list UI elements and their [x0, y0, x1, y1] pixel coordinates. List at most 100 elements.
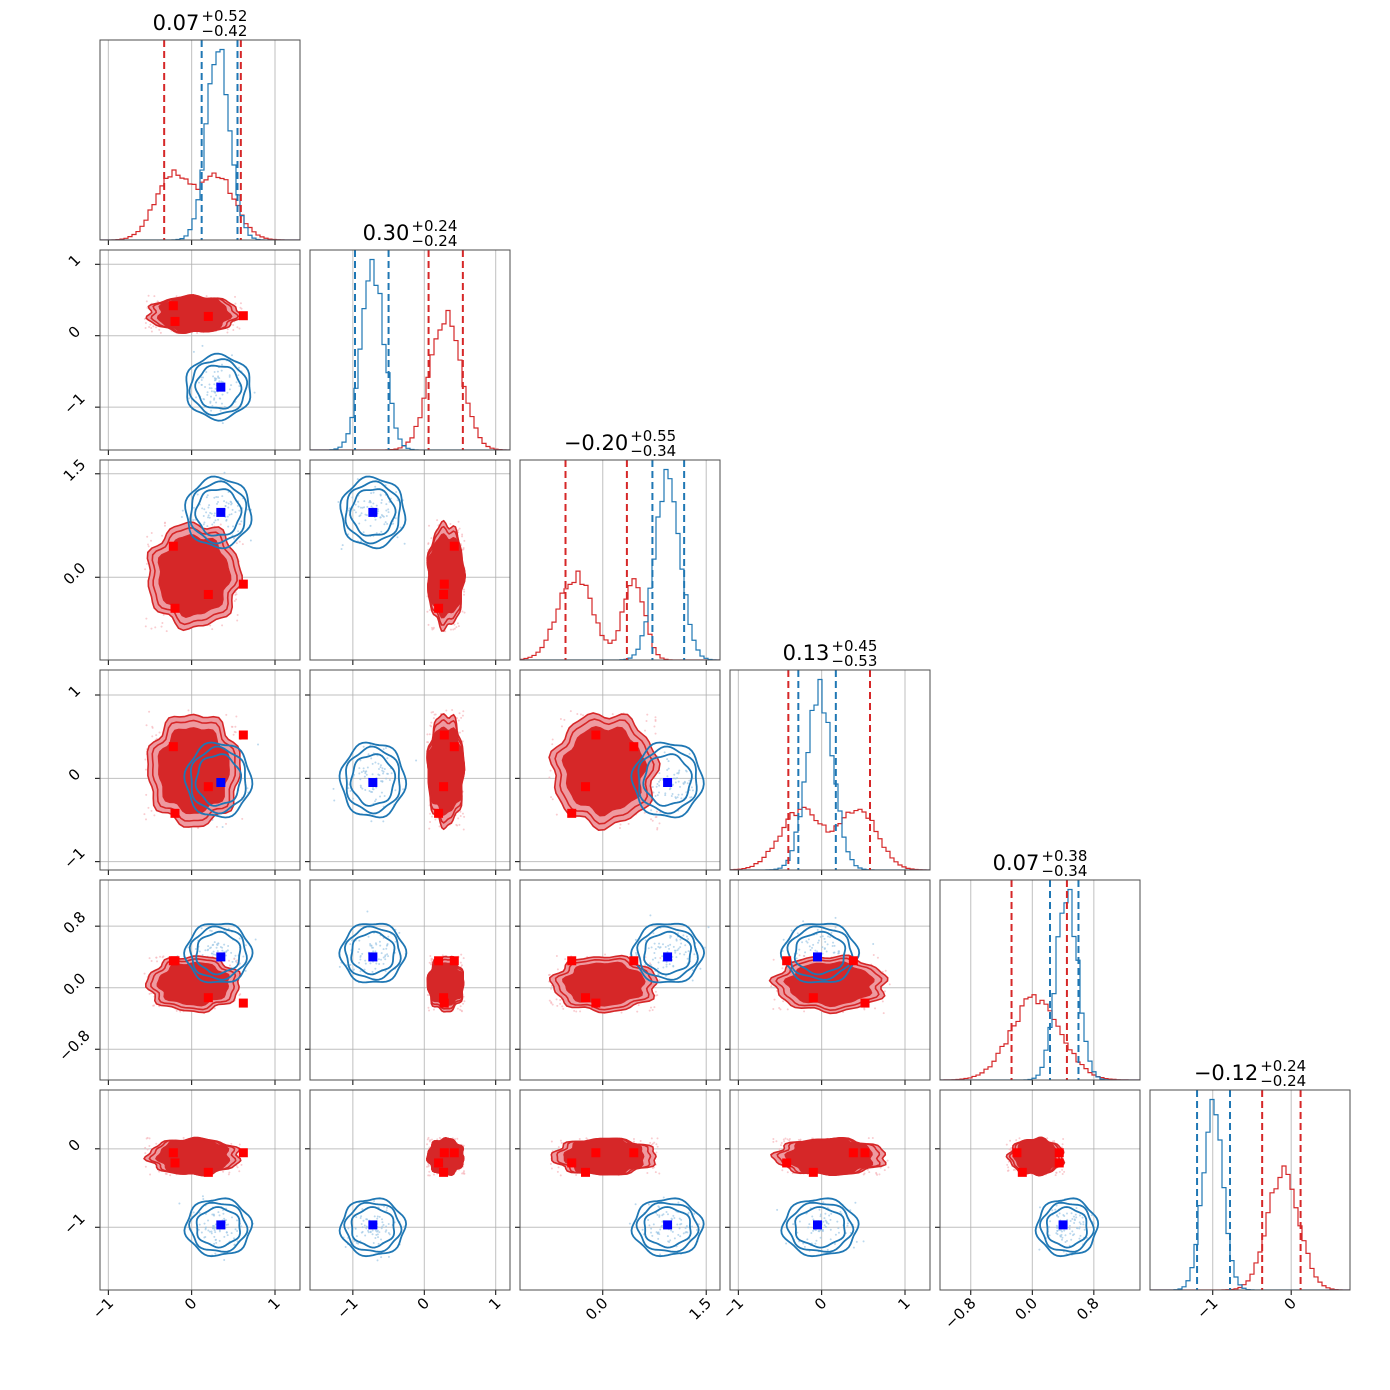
blue-sample [208, 504, 211, 507]
red-marker [1017, 1167, 1027, 1177]
red-sample [462, 1172, 465, 1175]
blue-sample [834, 926, 837, 929]
param-title-bounds-3: +0.45 −0.53 [831, 637, 877, 670]
blue-contour [794, 1206, 846, 1249]
blue-sample [661, 955, 664, 958]
blue-sample [1059, 1229, 1062, 1232]
blue-sample [181, 509, 184, 512]
blue-sample [202, 376, 205, 379]
blue-sample [1065, 1239, 1068, 1242]
blue-sample [801, 941, 804, 944]
red-sample [458, 712, 461, 715]
blue-sample [1049, 1220, 1052, 1223]
red-sample [153, 295, 156, 298]
blue-sample [665, 1211, 668, 1214]
blue-sample [829, 1228, 832, 1231]
red-sample [234, 302, 237, 305]
red-sample [888, 983, 891, 986]
red-sample [455, 626, 458, 629]
blue-sample [679, 938, 682, 941]
blue-sample [381, 1225, 384, 1228]
red-sample [781, 1169, 784, 1172]
blue-sample [226, 1234, 229, 1237]
blue-sample [792, 1223, 795, 1226]
red-sample [887, 1166, 890, 1169]
blue-sample [209, 929, 212, 932]
blue-sample [1070, 1212, 1073, 1215]
blue-sample [202, 515, 205, 518]
blue-sample [655, 785, 658, 788]
blue-sample [415, 759, 418, 762]
blue-contour [1034, 1197, 1100, 1258]
blue-sample [658, 946, 661, 949]
blue-sample [237, 530, 240, 533]
red-sample [164, 1172, 167, 1175]
blue-sample [384, 1230, 387, 1233]
blue-sample [674, 781, 677, 784]
blue-sample [656, 783, 659, 786]
blue-sample [207, 1219, 210, 1222]
blue-sample [382, 748, 385, 751]
blue-sample [386, 1206, 389, 1209]
red-sample [646, 713, 649, 716]
red-sample [550, 987, 553, 990]
blue-sample [1082, 1223, 1085, 1226]
blue-sample [679, 1223, 682, 1226]
blue-sample [208, 383, 211, 386]
red-sample [456, 1007, 459, 1010]
red-sample [548, 973, 551, 976]
red-sample [239, 302, 242, 305]
panel-frame [99, 39, 301, 241]
blue-sample [402, 788, 405, 791]
blue-sample [353, 968, 356, 971]
blue-sample [658, 784, 661, 787]
blue-sample [1081, 1216, 1084, 1219]
blue-marker [216, 1220, 226, 1230]
blue-histogram [940, 888, 1140, 1080]
red-sample [463, 815, 466, 818]
blue-sample [359, 506, 362, 509]
contour-panel-5-2: 0.0 1.5 [515, 1089, 721, 1324]
blue-sample [178, 1202, 181, 1205]
red-marker [860, 998, 870, 1008]
red-sample [463, 1000, 466, 1003]
blue-sample [358, 767, 361, 770]
blue-sample [658, 780, 661, 783]
blue-sample [837, 951, 840, 954]
red-sample [462, 828, 465, 831]
red-sample [153, 814, 156, 817]
blue-sample [374, 950, 377, 953]
blue-sample [192, 350, 195, 353]
red-marker [808, 993, 818, 1003]
ytick-label: 0 [65, 1136, 84, 1155]
red-sample [782, 1000, 785, 1003]
blue-sample [376, 1215, 379, 1218]
red-sample [196, 331, 199, 334]
blue-sample [688, 779, 691, 782]
blue-sample [674, 951, 677, 954]
blue-sample [359, 1217, 362, 1220]
blue-sample [254, 938, 257, 941]
blue-sample [201, 954, 204, 957]
blue-sample [665, 960, 668, 963]
red-marker [434, 956, 444, 966]
blue-sample [226, 391, 229, 394]
blue-sample [384, 954, 387, 957]
red-sample [144, 1165, 147, 1168]
blue-sample [691, 789, 694, 792]
blue-sample [371, 1229, 374, 1232]
red-sample [557, 1146, 560, 1149]
blue-sample [378, 774, 381, 777]
red-sample [799, 1138, 802, 1141]
blue-marker [813, 952, 822, 962]
red-sample [650, 1006, 653, 1009]
panel-frame [309, 459, 511, 661]
red-sample [645, 719, 648, 722]
blue-sample [366, 910, 369, 913]
blue-sample [670, 795, 673, 798]
blue-histogram [1150, 1098, 1350, 1290]
blue-sample [230, 1232, 233, 1235]
red-sample [462, 588, 465, 591]
red-sample [428, 1009, 431, 1012]
blue-sample [213, 1227, 216, 1230]
